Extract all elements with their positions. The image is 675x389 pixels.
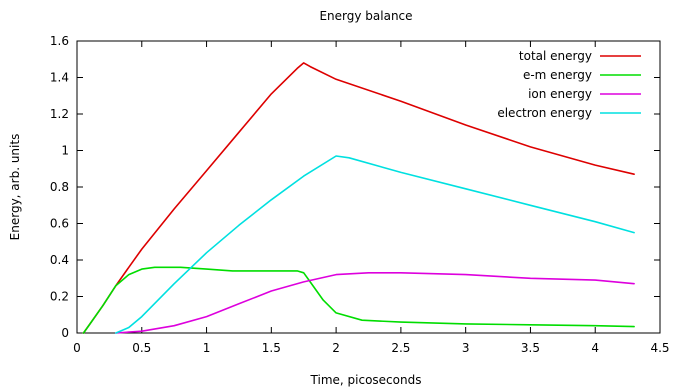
x-tick-label: 2 [332, 341, 340, 355]
legend-label: ion energy [528, 87, 592, 101]
x-tick-label: 2.5 [391, 341, 410, 355]
legend-label: total energy [519, 49, 592, 63]
x-tick-label: 1.5 [262, 341, 281, 355]
y-axis-ticks: 0 0.2 0.4 0.6 0.8 1 1.2 1.4 1.6 [50, 34, 660, 340]
y-tick-label: 1 [61, 144, 69, 158]
plot-border [76, 40, 661, 334]
chart-title: Energy balance [319, 9, 412, 23]
legend-label: e-m energy [523, 68, 592, 82]
series-line-electron-energy [115, 155, 635, 334]
x-tick-label: 4 [591, 341, 599, 355]
x-tick-label: 3.5 [521, 341, 540, 355]
legend: total energy e-m energy ion energy electron… [497, 49, 641, 120]
x-tick-label: 0.5 [132, 341, 151, 355]
x-axis-ticks: 0 0.5 1 1.5 2 2.5 3 3.5 4 4.5 [73, 41, 670, 355]
y-tick-label: 1.6 [50, 34, 69, 48]
legend-label: electron energy [497, 106, 592, 120]
y-axis-label: Energy, arb. units [8, 134, 22, 241]
series-line-e-m-energy [82, 266, 635, 334]
plot-frame [76, 40, 661, 334]
x-tick-label: 1 [203, 341, 211, 355]
x-tick-label: 3 [462, 341, 470, 355]
y-tick-label: 1.4 [50, 71, 69, 85]
y-tick-label: 0 [61, 326, 69, 340]
x-tick-label: 4.5 [650, 341, 669, 355]
y-tick-label: 0.2 [50, 290, 69, 304]
series-line-ion-energy [115, 271, 635, 334]
x-tick-label: 0 [73, 341, 81, 355]
y-tick-label: 0.6 [50, 217, 69, 231]
y-tick-label: 0.8 [50, 180, 69, 194]
y-tick-label: 1.2 [50, 107, 69, 121]
y-tick-label: 0.4 [50, 253, 69, 267]
x-axis-label: Time, picoseconds [310, 373, 422, 387]
series-lines [82, 62, 635, 334]
